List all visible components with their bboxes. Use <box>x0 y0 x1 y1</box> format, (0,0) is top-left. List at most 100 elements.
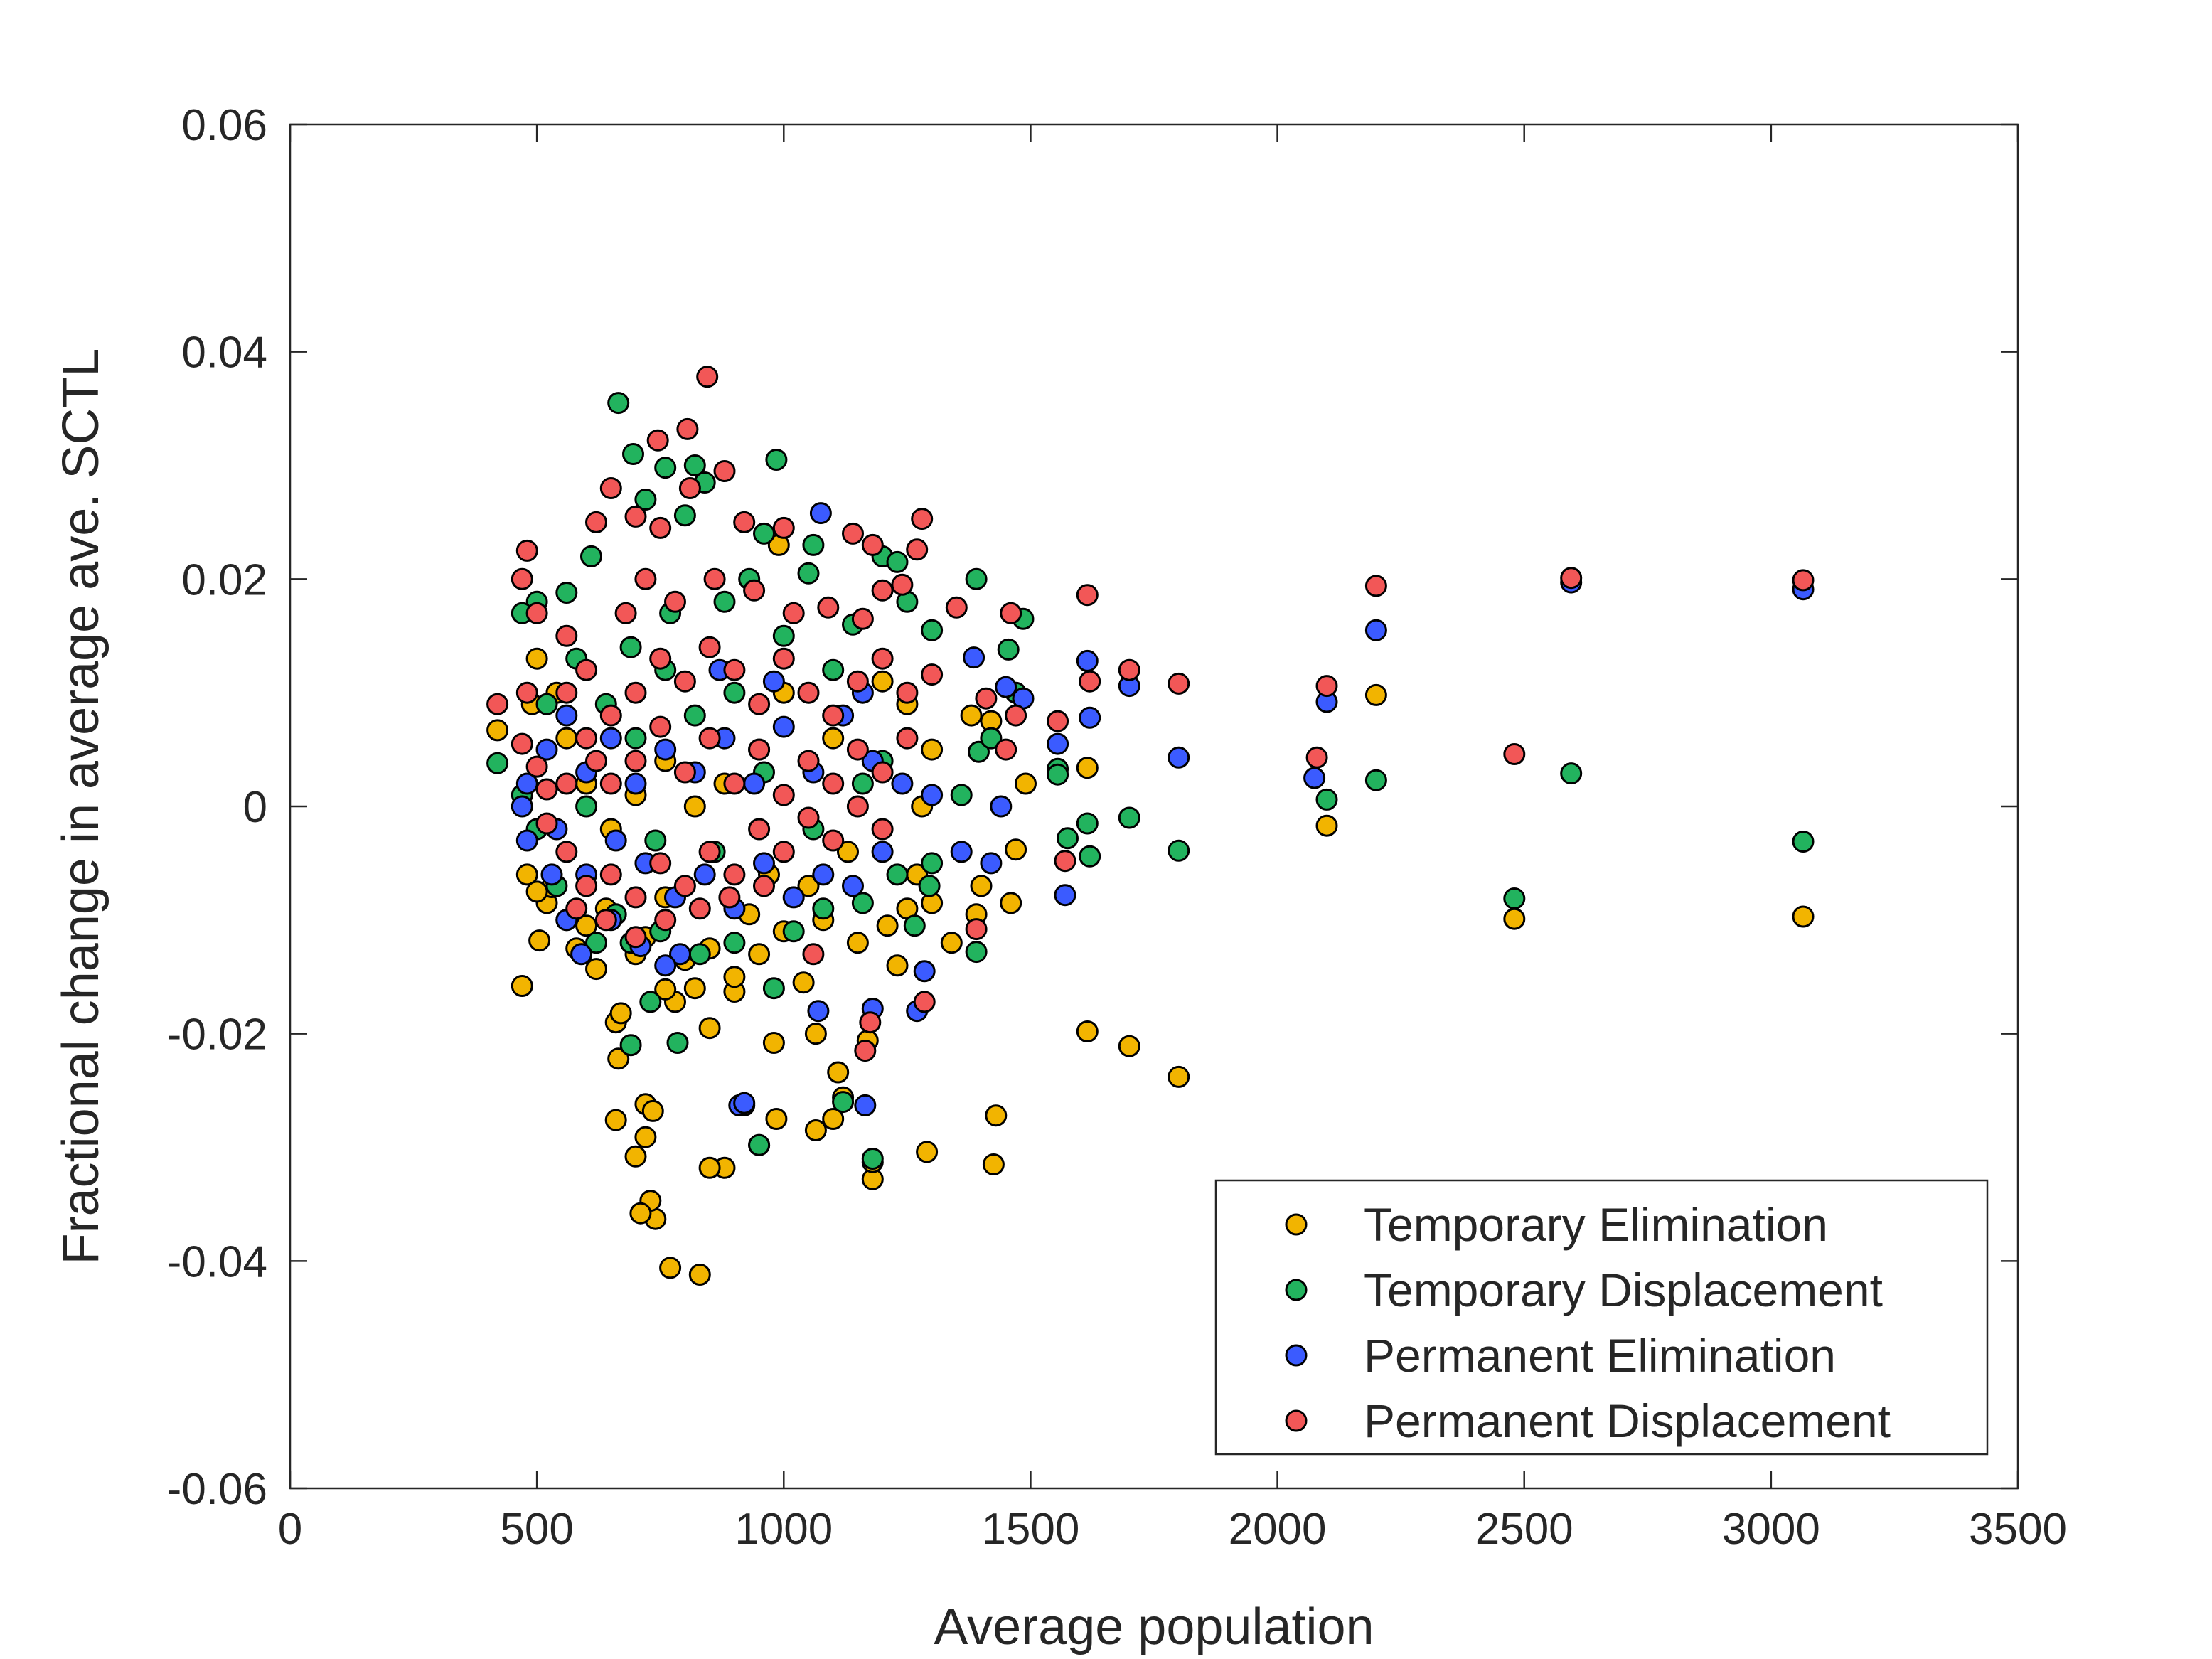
data-point <box>673 504 696 527</box>
data-point <box>486 693 509 715</box>
data-point <box>555 727 578 750</box>
data-point <box>673 875 696 897</box>
data-point <box>1792 831 1815 853</box>
data-point <box>698 636 721 658</box>
data-point <box>921 738 944 761</box>
data-point <box>555 772 578 795</box>
data-point <box>1364 575 1387 597</box>
data-point <box>871 818 894 841</box>
data-point <box>1364 769 1387 791</box>
data-point <box>599 863 622 886</box>
legend-marker <box>1285 1344 1308 1367</box>
data-point <box>622 443 644 465</box>
data-point <box>619 1034 642 1057</box>
data-point <box>854 1094 877 1116</box>
data-point <box>975 687 998 710</box>
data-point <box>965 918 988 941</box>
data-point <box>683 795 706 818</box>
data-point <box>733 1092 756 1114</box>
data-point <box>1076 757 1099 779</box>
data-point <box>871 761 894 784</box>
x-tick-label: 1500 <box>981 1505 1079 1554</box>
y-tick-label: 0.06 <box>181 101 267 150</box>
data-point <box>871 841 894 863</box>
data-point <box>921 619 944 641</box>
data-point <box>713 460 736 482</box>
data-point <box>965 941 988 964</box>
x-axis-ticks: 0 500 1000 1500 2000 2500 3000 3500 <box>278 124 2067 1554</box>
data-point <box>812 897 835 920</box>
data-point <box>743 772 766 795</box>
data-point <box>940 932 963 954</box>
data-point <box>1792 905 1815 928</box>
data-point <box>1168 839 1190 862</box>
data-point <box>772 784 795 806</box>
data-point <box>1057 827 1079 850</box>
legend-item: Temporary Elimination <box>1285 1198 1828 1251</box>
data-point <box>753 522 775 545</box>
data-point <box>753 852 775 875</box>
data-point <box>982 1153 1005 1175</box>
data-point <box>599 772 622 795</box>
data-point <box>624 750 647 772</box>
series-1 <box>486 392 1815 1170</box>
data-point <box>723 966 746 988</box>
data-point <box>599 727 622 750</box>
data-point <box>918 875 941 897</box>
data-point <box>678 477 701 499</box>
legend-label: Permanent Elimination <box>1364 1329 1836 1382</box>
data-point <box>555 681 578 704</box>
data-point <box>846 795 869 818</box>
data-point <box>683 977 706 1000</box>
data-point <box>748 943 771 966</box>
data-point <box>822 727 845 750</box>
y-tick-label: -0.06 <box>167 1465 267 1514</box>
data-point <box>797 681 820 704</box>
data-point <box>1118 658 1140 681</box>
data-point <box>772 516 795 539</box>
data-point <box>990 795 1013 818</box>
data-point <box>585 750 607 772</box>
data-point <box>765 1108 788 1130</box>
data-point <box>609 1002 632 1025</box>
data-point <box>649 715 672 738</box>
data-point <box>1315 788 1338 811</box>
data-point <box>540 863 563 886</box>
data-point <box>555 582 578 604</box>
data-point <box>817 596 840 619</box>
data-point <box>1005 838 1027 861</box>
data-point <box>723 863 746 886</box>
data-point <box>1054 850 1076 873</box>
data-point <box>837 841 859 863</box>
data-point <box>1315 675 1338 698</box>
data-point <box>644 829 667 852</box>
data-point <box>1364 619 1387 641</box>
data-point <box>723 681 746 704</box>
data-point <box>1503 887 1526 909</box>
data-point <box>1076 649 1099 672</box>
data-point <box>624 886 647 909</box>
data-point <box>1118 806 1140 829</box>
data-point <box>713 590 736 613</box>
data-point <box>511 732 533 755</box>
data-point <box>535 778 558 801</box>
data-point <box>688 1264 711 1286</box>
data-point <box>580 545 602 567</box>
data-point <box>822 772 845 795</box>
data-point <box>743 579 766 602</box>
data-point <box>718 886 741 909</box>
data-point <box>871 670 894 693</box>
data-point <box>772 624 795 647</box>
data-point <box>535 738 558 761</box>
data-point <box>693 863 716 886</box>
data-points <box>486 366 1815 1286</box>
x-tick-label: 3000 <box>1722 1505 1820 1554</box>
data-point <box>804 1023 827 1045</box>
data-point <box>861 1148 884 1170</box>
data-point <box>1118 1035 1140 1057</box>
data-point <box>950 784 973 806</box>
data-point <box>659 1257 682 1279</box>
data-point <box>575 658 598 681</box>
data-point <box>634 489 657 511</box>
y-tick-label: 0.04 <box>181 329 267 378</box>
